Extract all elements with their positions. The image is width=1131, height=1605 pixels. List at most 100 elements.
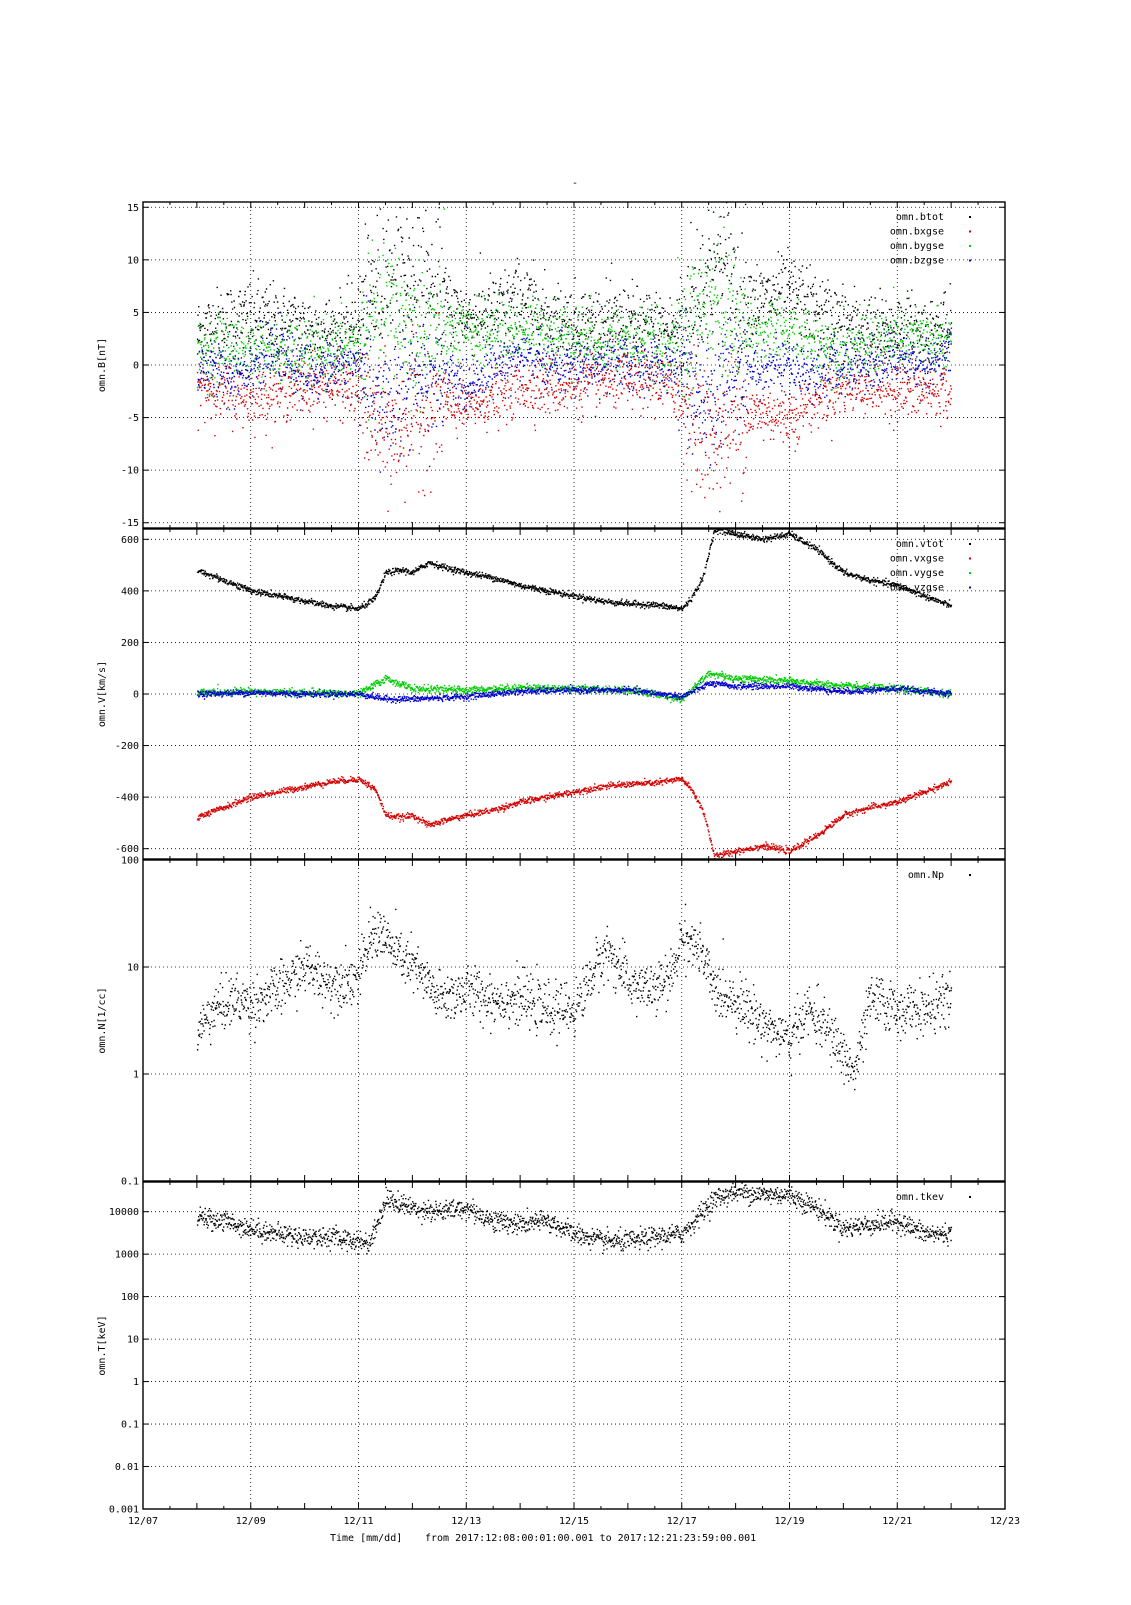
- legend-label: omn.tkev: [896, 1192, 944, 1203]
- x-ticks: [142, 1182, 1006, 1509]
- y-tick-label: 200: [121, 638, 139, 649]
- legend-label: omn.vxgse: [890, 554, 944, 565]
- y-tick-labels: 0.1 1 10 100: [121, 856, 1005, 1188]
- legend-marker: [969, 216, 971, 218]
- y-tick-label: -5: [127, 413, 139, 424]
- plot-area: [196, 1182, 953, 1255]
- y-tick-label: -10: [121, 466, 139, 477]
- series-omn.bzgse: [196, 295, 953, 473]
- y-tick-label: -200: [115, 741, 139, 752]
- legend-label: omn.vzgse: [890, 583, 944, 594]
- legend: omn.Np: [908, 870, 971, 881]
- legend-marker: [969, 259, 971, 262]
- y-tick-label: 10: [127, 963, 139, 974]
- series-omn.tkev: [196, 1182, 953, 1255]
- y-tick-label: 10000: [109, 1207, 139, 1218]
- plot-frame: [142, 528, 1006, 860]
- series-omn.vtot: [196, 528, 953, 612]
- legend-marker: [969, 1196, 971, 1198]
- y-tick-label: 0.001: [109, 1505, 139, 1516]
- x-tick-label: 12/11: [343, 1516, 373, 1527]
- y-tick-label: 0.1: [121, 1420, 139, 1431]
- plot-area: [196, 201, 953, 513]
- series-points: [196, 208, 953, 433]
- grid: [143, 1182, 1005, 1510]
- x-tick-label: 12/19: [774, 1516, 804, 1527]
- series-omn.vygse: [196, 670, 953, 704]
- series-omn.bygse: [196, 208, 953, 433]
- y-tick-label: 0: [133, 361, 139, 372]
- legend-marker: [969, 572, 971, 574]
- x-tick-label: 12/23: [990, 1516, 1020, 1527]
- series-omn.vxgse: [196, 775, 953, 860]
- series-points: [196, 775, 953, 860]
- legend-marker: [969, 543, 971, 545]
- y-tick-label: 0.01: [115, 1462, 139, 1473]
- footer-xlabel: Time [mm/dd]: [330, 1533, 402, 1544]
- series-points: [196, 295, 953, 473]
- y-tick-label: 400: [121, 586, 139, 597]
- series-points: [196, 903, 953, 1091]
- legend-marker: [969, 230, 971, 233]
- panel-n: 0.1 1 10 100 omn.N[1/cc] omn.Np: [97, 856, 1006, 1188]
- series-points: [196, 680, 953, 704]
- y-tick-label: 15: [127, 203, 139, 214]
- legend-label: omn.bygse: [890, 241, 944, 252]
- plot-frame: [142, 859, 1006, 1182]
- y-tick-label: -400: [115, 793, 139, 804]
- y-tick-labels: 0.001 0.01 0.1 1 10 100 1000 10000: [109, 1207, 1005, 1516]
- y-tick-label: 600: [121, 535, 139, 546]
- plot-frame: [142, 201, 1006, 529]
- y-tick-labels: -15 -10 -5 0 5 10 15: [121, 203, 1005, 529]
- y-tick-label: 1: [133, 1070, 139, 1081]
- panel-b: -15 -10 -5 0 5 10 15 omn.B[nT] omn.btot omn.bxgse…: [97, 201, 1006, 529]
- legend-marker: [969, 586, 971, 589]
- plot-area: [196, 903, 953, 1091]
- y-axis-label: omn.N[1/cc]: [97, 987, 108, 1053]
- y-tick-label: 1000: [115, 1250, 139, 1261]
- series-points: [196, 312, 953, 513]
- x-tick-label: 12/17: [667, 1516, 697, 1527]
- series-points: [196, 1182, 953, 1255]
- y-tick-label: -600: [115, 844, 139, 855]
- y-tick-label: 1: [133, 1377, 139, 1388]
- legend-marker: [969, 874, 971, 876]
- x-tick-label: 12/13: [451, 1516, 481, 1527]
- x-tick-label: 12/09: [236, 1516, 266, 1527]
- y-tick-label: 10: [127, 255, 139, 266]
- plot-frame: [142, 1181, 1006, 1510]
- y-tick-label: 100: [121, 856, 139, 867]
- x-tick-label: 12/07: [128, 1516, 158, 1527]
- x-tick-label: 12/21: [882, 1516, 912, 1527]
- top-mark: -: [572, 178, 578, 189]
- legend: omn.vtot omn.vxgse omn.vygse omn.vzgse: [890, 539, 971, 594]
- y-axis-label: omn.V[km/s]: [97, 661, 108, 727]
- legend: omn.tkev: [896, 1192, 971, 1203]
- y-tick-label: 0: [133, 690, 139, 701]
- legend-label: omn.bzgse: [890, 256, 944, 267]
- y-tick-labels: -600 -400 -200 0 200 400 600: [115, 535, 1005, 855]
- footer-range: from 2017:12:08:00:01:00.001 to 2017:12:…: [425, 1533, 756, 1544]
- legend-marker: [969, 557, 971, 560]
- series-points: [196, 670, 953, 704]
- x-tick-labels: 12/07 12/09 12/11 12/13 12/15 12/17 12/19 12/21…: [128, 1516, 1020, 1527]
- series-omn.bxgse: [196, 312, 953, 513]
- y-tick-label: 0.1: [121, 1177, 139, 1188]
- series-omn.vzgse: [196, 680, 953, 704]
- series-points: [196, 528, 953, 612]
- series-points: [196, 201, 953, 410]
- legend-label: omn.vtot: [896, 539, 944, 550]
- plot-area: [196, 528, 953, 860]
- y-tick-label: 5: [133, 308, 139, 319]
- y-axis-label: omn.T[keV]: [97, 1315, 108, 1375]
- legend-label: omn.bxgse: [890, 227, 944, 238]
- series-omn.Np: [196, 903, 953, 1091]
- legend: omn.btot omn.bxgse omn.bygse omn.bzgse: [890, 212, 971, 267]
- y-tick-label: 10: [127, 1335, 139, 1346]
- y-tick-label: 100: [121, 1292, 139, 1303]
- y-tick-label: -15: [121, 518, 139, 529]
- legend-label: omn.btot: [896, 212, 944, 223]
- legend-marker: [969, 245, 971, 247]
